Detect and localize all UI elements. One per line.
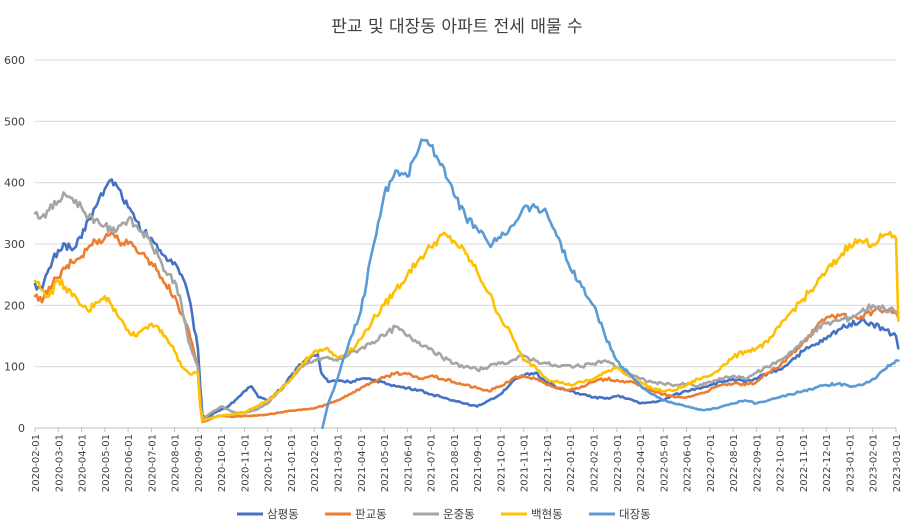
x-tick-label: 2022-08-01	[729, 434, 740, 492]
x-tick-label: 2021-02-01	[310, 434, 321, 492]
x-tick-label: 2023-01-01	[845, 434, 856, 492]
x-tick-label: 2020-12-01	[264, 434, 275, 492]
legend-label: 삼평동	[267, 507, 299, 521]
x-tick-label: 2020-10-01	[217, 434, 228, 492]
x-tick-label: 2022-06-01	[683, 434, 694, 492]
series-line-2	[33, 230, 900, 424]
x-tick-label: 2020-06-01	[124, 434, 135, 492]
legend-item: 운중동	[413, 507, 475, 521]
x-tick-label: 2021-12-01	[543, 434, 554, 492]
x-tick-label: 2021-06-01	[403, 434, 414, 492]
legend-item: 판교동	[325, 507, 387, 521]
x-tick-label: 2022-05-01	[659, 434, 670, 492]
x-tick-label: 2020-05-01	[101, 434, 112, 492]
x-tick-label: 2023-02-01	[869, 434, 880, 492]
legend-item: 백현동	[501, 507, 563, 521]
x-tick-label: 2020-11-01	[240, 434, 251, 492]
x-tick-label: 2021-04-01	[357, 434, 368, 492]
x-tick-label: 2021-11-01	[520, 434, 531, 492]
y-tick-label: 0	[18, 422, 25, 435]
x-tick-label: 2020-03-01	[54, 434, 65, 492]
series-lines	[33, 138, 900, 430]
y-tick-label: 400	[4, 177, 25, 190]
series-line-1	[33, 178, 900, 421]
x-tick-label: 2021-09-01	[473, 434, 484, 492]
y-tick-label: 100	[4, 361, 25, 374]
legend-label: 백현동	[531, 507, 563, 521]
y-tick-label: 200	[4, 299, 25, 312]
x-axis-ticks: 2020-02-01 2020-03-01 2020-04-01 2020-05-01…	[31, 428, 903, 492]
x-tick-label: 2021-03-01	[334, 434, 345, 492]
x-tick-label: 2021-01-01	[287, 434, 298, 492]
x-tick-label: 2022-11-01	[799, 434, 810, 492]
series-line-4	[33, 230, 900, 422]
x-tick-label: 2022-09-01	[752, 434, 763, 492]
x-tick-label: 2021-05-01	[380, 434, 391, 492]
y-tick-label: 300	[4, 238, 25, 251]
series-line-3	[33, 191, 900, 421]
x-tick-label: 2021-07-01	[427, 434, 438, 492]
x-tick-label: 2022-07-01	[706, 434, 717, 492]
chart-title: 판교 및 대장동 아파트 전세 매물 수	[331, 17, 582, 37]
x-tick-label: 2022-10-01	[776, 434, 787, 492]
legend-label: 대장동	[619, 507, 651, 521]
y-tick-label: 500	[4, 115, 25, 128]
legend-label: 판교동	[355, 507, 387, 521]
x-tick-label: 2020-09-01	[194, 434, 205, 492]
x-tick-label: 2021-10-01	[496, 434, 507, 492]
x-tick-label: 2020-08-01	[171, 434, 182, 492]
x-tick-label: 2022-02-01	[589, 434, 600, 492]
series-line-5	[321, 138, 900, 430]
x-tick-label: 2022-01-01	[566, 434, 577, 492]
legend-item: 대장동	[589, 507, 651, 521]
legend-label: 운중동	[443, 507, 475, 521]
x-tick-label: 2020-04-01	[78, 434, 89, 492]
legend-item: 삼평동	[237, 507, 299, 521]
x-tick-label: 2022-12-01	[822, 434, 833, 492]
x-tick-label: 2022-04-01	[636, 434, 647, 492]
x-tick-label: 2020-02-01	[31, 434, 42, 492]
x-tick-label: 2021-08-01	[450, 434, 461, 492]
x-tick-label: 2022-03-01	[613, 434, 624, 492]
legend: 삼평동 판교동 운중동 백현동 대장동	[237, 507, 651, 521]
y-axis-ticks: 0 100 200 300 400 500 600	[4, 54, 25, 435]
y-tick-label: 600	[4, 54, 25, 67]
x-tick-label: 2023-03-01	[892, 434, 903, 492]
x-tick-label: 2020-07-01	[147, 434, 158, 492]
